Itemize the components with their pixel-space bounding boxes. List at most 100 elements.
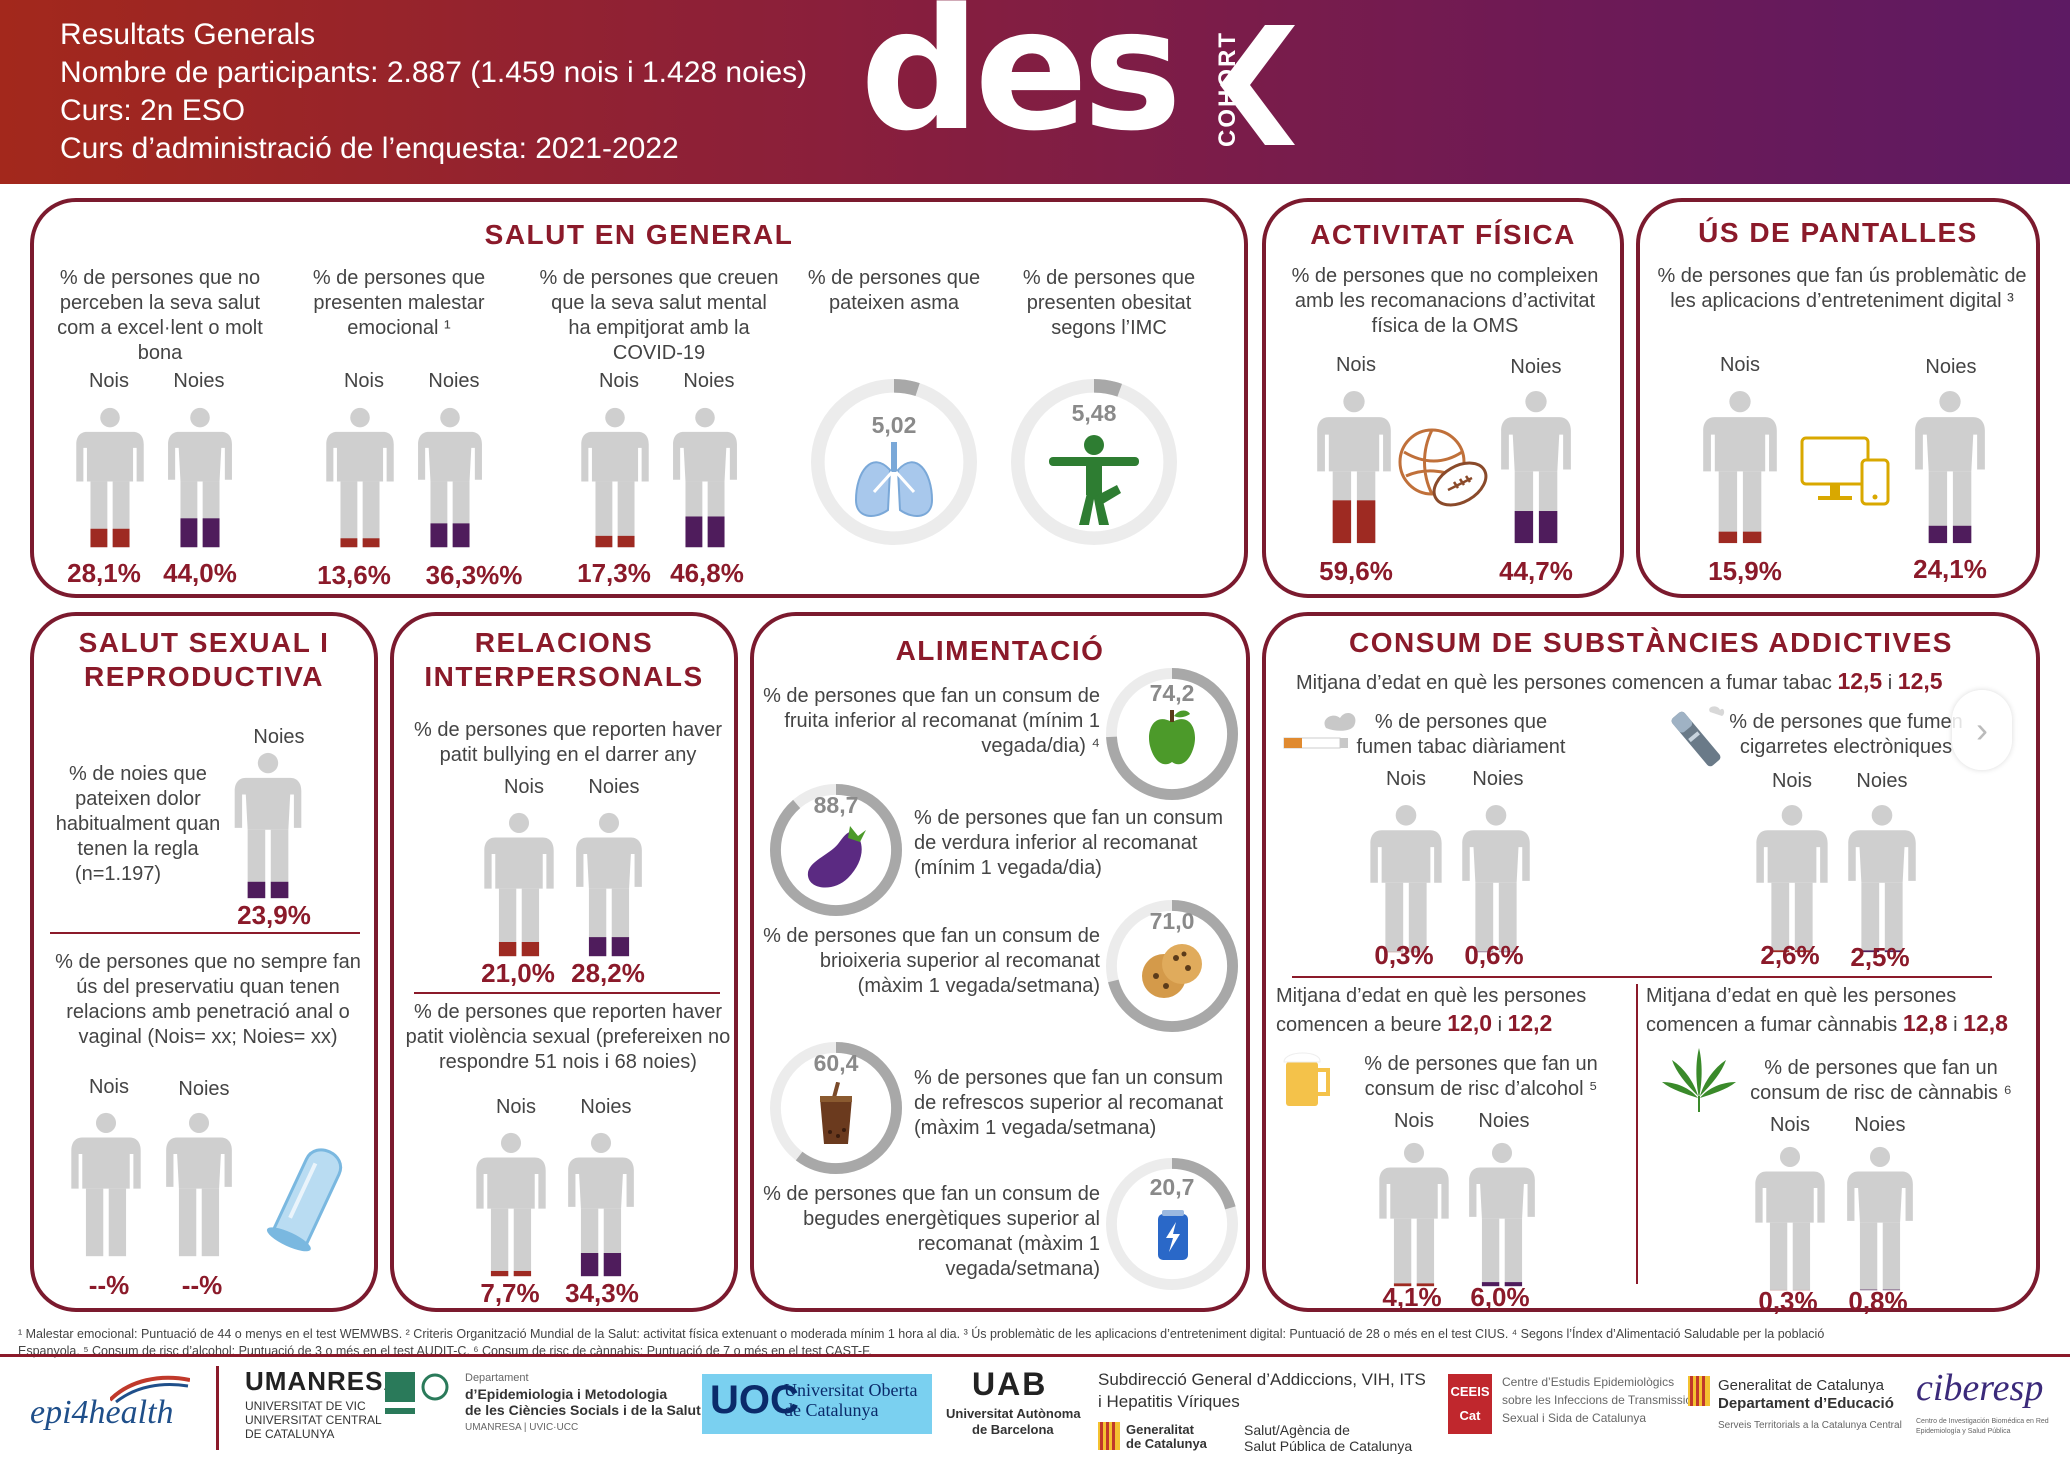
ceeis-line2: sobre les Infeccions de Transmissió xyxy=(1502,1393,1693,1407)
donut-asma xyxy=(811,379,977,545)
label-girls: Noies xyxy=(173,370,225,392)
person-girls-icon xyxy=(1915,390,1985,544)
label-girls: Noies xyxy=(588,776,640,798)
label-girls: Noies xyxy=(1472,768,1524,790)
donut-value: 20,7 xyxy=(1149,1174,1195,1200)
footnote-line1: ¹ Malestar emocional: Puntuació de 44 o … xyxy=(18,1327,1825,1341)
indicator-sample-size: (n=1.197) xyxy=(74,863,162,885)
generalitat-flag-icon xyxy=(1688,1376,1710,1406)
header-banner: Resultats Generals Nombre de participant… xyxy=(0,0,2070,184)
label-boys: Nois xyxy=(343,370,384,392)
percentage-fill xyxy=(112,528,130,548)
donut-brioixeria xyxy=(1105,899,1239,1033)
percentage-fill xyxy=(247,881,266,899)
label-girls: Noies xyxy=(178,1078,230,1100)
umanresa-sub3: DE CATALUNYA xyxy=(245,1427,335,1441)
panel-us-pantalles: ÚS DE PANTALLES % de persones que fan ús… xyxy=(1636,198,2040,598)
percentage-fill xyxy=(1859,1289,1878,1291)
devices-icon xyxy=(1800,436,1890,506)
panel-title: CONSUM DE SUBSTÀNCIES ADDICTIVES xyxy=(1349,627,1953,658)
percentage-fill xyxy=(588,937,607,957)
person-figure-boys xyxy=(1376,1142,1452,1293)
donut-value: 74,2 xyxy=(1149,680,1195,706)
panel-title-line2: INTERPERSONALS xyxy=(424,661,704,692)
indicator-desc: % de persones que no perceben la seva sa… xyxy=(57,267,263,364)
divider-vertical xyxy=(1636,984,1638,1284)
indicator-desc: % de persones que fan un consum de risc … xyxy=(1750,1057,2012,1104)
label-girls: Noies xyxy=(683,370,735,392)
percentage-fill xyxy=(1952,525,1972,544)
panel-title: ACTIVITAT FÍSICA xyxy=(1310,219,1576,250)
label-boys: Nois xyxy=(503,776,544,798)
value-girls: 6,0% xyxy=(1470,1282,1530,1312)
person-boys-icon xyxy=(1317,390,1391,544)
value-boys: 15,9% xyxy=(1708,556,1782,586)
indicator-desc: % de persones que presenten obesitat seg… xyxy=(1022,267,1196,339)
person-figure-boys xyxy=(579,407,651,554)
person-girls-icon xyxy=(576,812,642,957)
next-slide-button[interactable]: › xyxy=(1952,690,2012,770)
gen-line1: Generalitat xyxy=(1126,1422,1194,1437)
label-boys: Nois xyxy=(598,370,639,392)
divider xyxy=(50,932,360,934)
alcohol-age-line1: Mitjana d’edat en què les persones xyxy=(1276,985,1587,1007)
percentage-fill xyxy=(707,516,725,548)
percentage-fill xyxy=(180,518,198,548)
percentage-fill xyxy=(1718,531,1738,544)
cannabis-leaf-icon xyxy=(1662,1048,1736,1112)
panel-salut-general: SALUT EN GENERAL % de persones que no pe… xyxy=(30,198,1248,598)
uab-logo: UAB xyxy=(972,1366,1048,1402)
percentage-fill xyxy=(617,535,635,548)
donut-arc xyxy=(1011,379,1177,545)
donut-arc xyxy=(769,783,903,917)
value-girls: 23,9% xyxy=(237,900,311,930)
value-boys: 59,6% xyxy=(1319,556,1393,586)
person-figure-girls xyxy=(669,407,741,554)
cookie-icon xyxy=(1142,944,1202,998)
person-girls-icon xyxy=(1847,1146,1913,1291)
person-girls-icon xyxy=(673,407,737,548)
cannabis-age-line2: comencen a fumar cànnabis 12,8 i 12,8 xyxy=(1646,1010,2036,1037)
alcohol-age-girls: 12,2 xyxy=(1507,1010,1553,1036)
person-figure-girls xyxy=(1842,1146,1918,1297)
person-figure-girls xyxy=(162,1112,236,1263)
epi4health-logo: epi4health xyxy=(30,1394,174,1431)
label-girls: Noies xyxy=(1854,1114,1906,1136)
panel-relacions: RELACIONS INTERPERSONALS % de persones q… xyxy=(390,612,738,1312)
donut-obesitat xyxy=(1011,379,1177,545)
desk-cohort-logo: des COHORT xyxy=(860,0,1300,155)
donut-arc xyxy=(1105,1157,1239,1291)
logo-k-chevron-icon xyxy=(1220,25,1295,145)
person-figure-girls xyxy=(564,1132,638,1283)
percentage-fill xyxy=(362,538,380,548)
value-boys: 28,1% xyxy=(67,558,141,588)
divider-vertical xyxy=(216,1366,219,1450)
donut-arc xyxy=(1105,899,1239,1033)
value-girls: 34,3% xyxy=(565,1278,639,1308)
person-girls-icon xyxy=(234,752,302,899)
header-title: Resultats Generals xyxy=(60,18,316,51)
person-girls-icon xyxy=(166,1112,232,1257)
percentage-fill xyxy=(270,881,289,899)
person-boys-icon xyxy=(1703,390,1777,544)
label-boys: Nois xyxy=(1393,1110,1434,1132)
indicator-desc: % de persones que fan un consum de risc … xyxy=(1364,1053,1598,1100)
value-boys: 4,1% xyxy=(1382,1282,1442,1312)
value-boys: --% xyxy=(88,1270,130,1300)
edu-line2: Departament d’Educació xyxy=(1718,1395,1894,1412)
person-figure-girls xyxy=(1496,390,1576,550)
divider xyxy=(414,992,720,994)
person-girls-icon xyxy=(418,407,482,548)
donut-value: 5,02 xyxy=(871,412,917,438)
person-figure-girls xyxy=(230,752,306,905)
apple-icon xyxy=(1148,710,1196,765)
indicator-desc: % de persones que reporten haver patit b… xyxy=(414,719,722,766)
value-girls: 46,8% xyxy=(670,558,744,588)
indicator-desc: % de persones que no sempre fan ús del p… xyxy=(55,951,361,1048)
soda-icon xyxy=(820,1082,852,1144)
ceeis-logo: CEEIS Cat xyxy=(1448,1374,1492,1434)
subdireccio-line1: Subdirecció General d’Addiccions, VIH, I… xyxy=(1098,1370,1426,1389)
percentage-fill xyxy=(1416,1283,1435,1287)
cannabis-age-girls: 12,8 xyxy=(1963,1010,2008,1036)
divider xyxy=(0,1354,2070,1357)
